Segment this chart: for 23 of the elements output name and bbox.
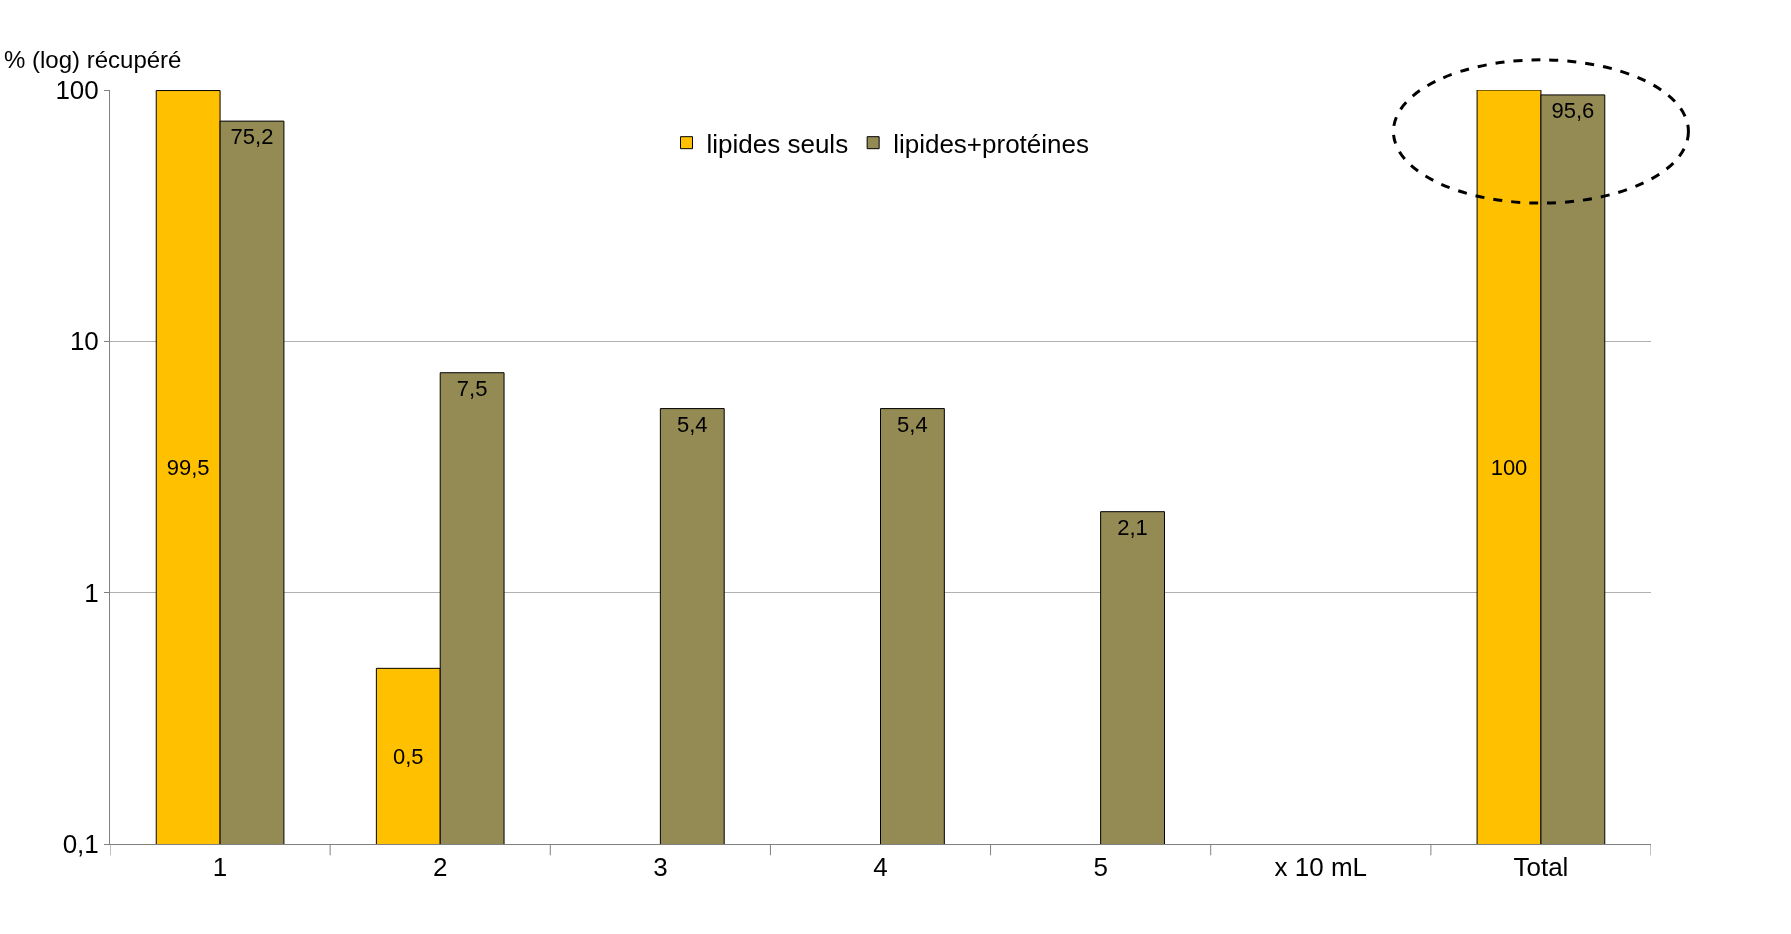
x-tick-label: 2 (432, 852, 448, 883)
x-tick-label: Total (1513, 852, 1569, 883)
x-tick-label: 5 (1093, 852, 1108, 883)
x-tick-label: 4 (873, 852, 888, 883)
y-tick-label: 100 (55, 75, 99, 106)
data-label: 5,4 (897, 411, 928, 437)
y-axis-title: % (log) récupéré (4, 46, 182, 73)
legend-label: lipides seuls (706, 128, 849, 159)
x-tick-label: 1 (212, 852, 228, 883)
x-tick-label: x 10 mL (1274, 852, 1368, 883)
y-tick-label: 10 (69, 326, 99, 357)
x-tick-label: 3 (653, 852, 668, 883)
data-label: 100 (1490, 454, 1528, 480)
legend-label: lipides+protéines (893, 128, 1089, 159)
data-label: 75,2 (230, 124, 274, 150)
data-label: 0,5 (392, 743, 424, 769)
data-label: 99,5 (166, 454, 210, 480)
y-tick-label: 1 (84, 577, 99, 608)
data-label: 95,6 (1551, 97, 1595, 123)
data-label: 7,5 (456, 375, 488, 401)
data-label: 2,1 (1117, 514, 1148, 540)
y-tick-label: 0,1 (62, 829, 99, 860)
data-label: 5,4 (676, 411, 708, 437)
